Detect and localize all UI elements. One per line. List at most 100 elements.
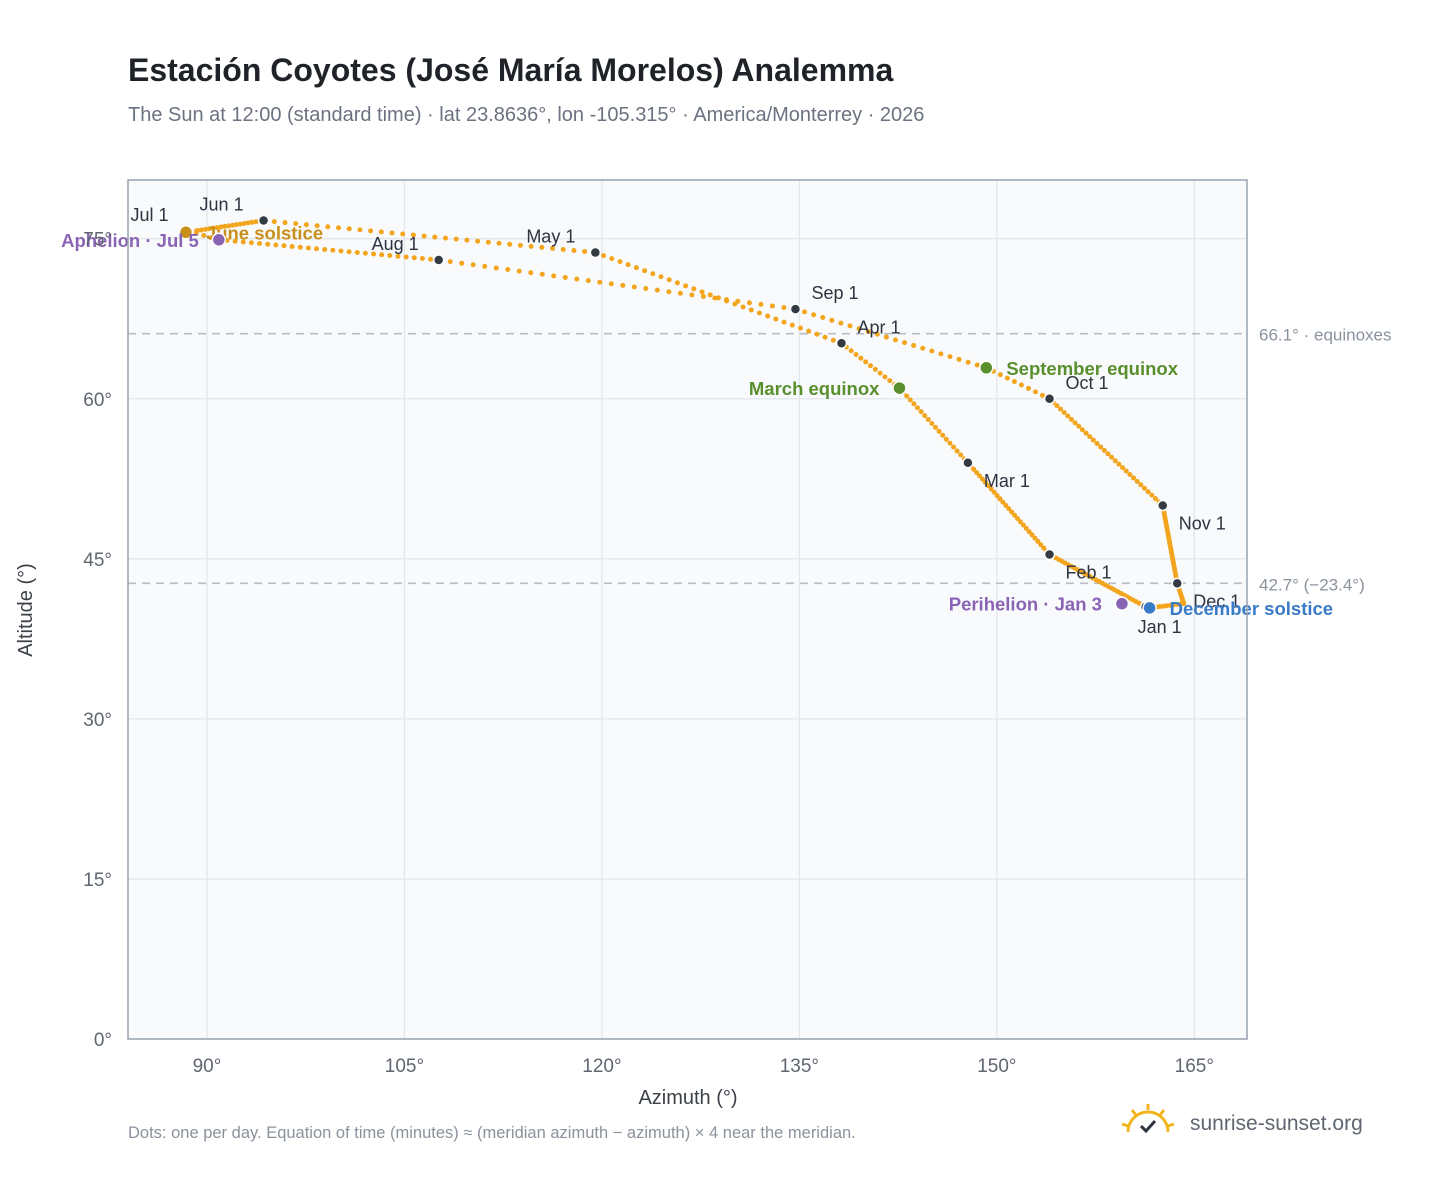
day-dot [338, 248, 344, 254]
day-dot [965, 359, 971, 365]
x-axis-label: Azimuth (°) [638, 1087, 737, 1109]
brand[interactable]: sunrise-sunset.org [1120, 1100, 1390, 1150]
day-dot [1061, 410, 1067, 416]
day-dot [1083, 430, 1089, 436]
month-label: Sep 1 [811, 283, 858, 303]
day-dot [400, 231, 406, 237]
day-dot [883, 334, 889, 340]
day-dot [654, 287, 660, 293]
day-dot [740, 304, 746, 310]
day-dot [551, 273, 557, 279]
day-dot [882, 374, 888, 380]
event-marker [1142, 600, 1157, 616]
y-tick-label: 30° [83, 710, 112, 731]
x-tick-label: 150° [977, 1056, 1016, 1077]
day-dot [206, 226, 212, 232]
day-dot [950, 444, 956, 450]
day-dot [865, 328, 871, 334]
day-dot [773, 316, 779, 322]
day-dot [249, 219, 255, 225]
y-tick-label: 45° [83, 550, 112, 571]
day-dot [829, 317, 835, 323]
day-dot [1057, 406, 1063, 412]
x-tick-label: 120° [582, 1056, 621, 1077]
event-label: June solstice [206, 222, 323, 243]
day-dot [271, 219, 277, 225]
day-dot [617, 259, 623, 265]
chart-subtitle: The Sun at 12:00 (standard time) · lat 2… [128, 104, 925, 126]
day-dot [746, 300, 752, 306]
day-dot [974, 470, 980, 476]
day-dot [362, 250, 368, 256]
day-dot [214, 225, 220, 231]
day-dot [233, 222, 239, 228]
day-dot [814, 331, 820, 337]
day-dot [1145, 489, 1151, 495]
month-label: May 1 [526, 227, 575, 247]
day-dot [1009, 509, 1015, 515]
day-dot [920, 345, 926, 351]
day-dot [571, 247, 577, 253]
day-dot [820, 315, 826, 321]
month-marker [589, 246, 602, 259]
x-tick-label: 165° [1175, 1056, 1214, 1077]
day-dot [1120, 465, 1126, 471]
event-marker [979, 360, 994, 376]
month-marker [1156, 499, 1169, 512]
day-dot [305, 245, 311, 251]
day-dot [346, 226, 352, 232]
day-dot [802, 309, 808, 315]
reference-line-label: 42.7° (−23.4°) [1259, 575, 1365, 594]
day-dot [822, 334, 828, 340]
day-dot [608, 281, 614, 287]
day-dot [198, 227, 204, 233]
day-dot [867, 363, 873, 369]
day-dot [516, 268, 522, 274]
day-dot [403, 254, 409, 260]
day-dot [336, 225, 342, 231]
month-marker [432, 254, 445, 266]
day-dot [847, 323, 853, 329]
day-dot [1112, 458, 1118, 464]
day-dot [371, 251, 377, 257]
day-dot [765, 313, 771, 319]
day-dot [379, 252, 385, 258]
day-dot [582, 249, 588, 255]
month-label: Oct 1 [1066, 373, 1109, 393]
day-dot [985, 483, 991, 489]
sun-check-icon [1121, 1104, 1175, 1134]
day-dot [470, 262, 476, 268]
chart-title: Estación Coyotes (José María Morelos) An… [128, 52, 894, 88]
day-dot [293, 221, 299, 227]
day-dot [848, 348, 854, 354]
day-dot [421, 233, 427, 239]
day-dot [1087, 434, 1093, 440]
day-dot [1065, 413, 1071, 419]
day-dot [330, 247, 336, 253]
event-marker [211, 232, 227, 248]
day-dot [707, 292, 713, 298]
day-dot [226, 223, 232, 229]
day-dot [507, 241, 513, 247]
axis-ticks: 90° 105° 120° 135° 150° 165° 0° 15° 30° 45° 60° 75° [83, 230, 1214, 1077]
day-dot [947, 354, 953, 360]
day-dot [620, 282, 626, 288]
day-dot [699, 289, 705, 295]
day-dot [443, 235, 449, 241]
day-dot [979, 476, 985, 482]
day-dot [1029, 532, 1035, 538]
event-marker [1114, 596, 1130, 611]
footnote: Dots: one per day. Equation of time (min… [128, 1124, 856, 1142]
day-dot [1000, 499, 1006, 505]
day-dot [674, 280, 680, 286]
day-dot [475, 238, 481, 244]
day-dot [797, 325, 803, 331]
day-dot [642, 268, 648, 274]
day-dot [562, 274, 568, 280]
day-dot [691, 286, 697, 292]
day-dot [925, 417, 931, 423]
day-dot [858, 355, 864, 361]
day-dot [666, 277, 672, 283]
day-dot [1123, 468, 1129, 474]
